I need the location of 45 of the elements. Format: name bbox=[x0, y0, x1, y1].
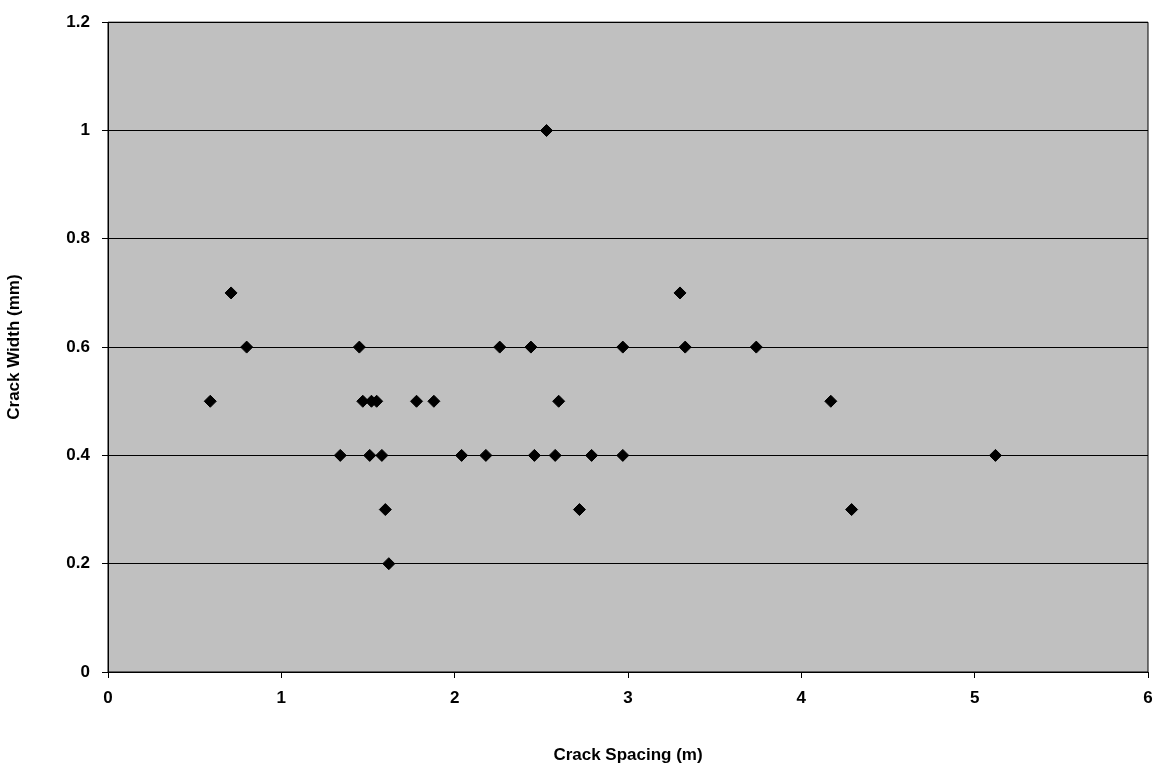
point bbox=[352, 340, 366, 354]
point bbox=[333, 448, 347, 462]
point bbox=[585, 448, 599, 462]
y-tick-label: 0.6 bbox=[66, 336, 90, 356]
y-axis-title: Crack Width (mm) bbox=[3, 274, 23, 420]
point bbox=[203, 394, 217, 408]
y-tick-label: 0.2 bbox=[66, 553, 90, 573]
point bbox=[363, 448, 377, 462]
y-tick-label: 0.8 bbox=[66, 228, 90, 248]
point bbox=[524, 340, 538, 354]
x-tick-label: 5 bbox=[969, 687, 980, 707]
y-tick-label: 1.2 bbox=[66, 11, 90, 31]
point bbox=[375, 448, 389, 462]
point bbox=[540, 124, 554, 137]
point bbox=[427, 394, 441, 408]
point bbox=[378, 503, 392, 517]
point bbox=[493, 340, 507, 354]
point bbox=[988, 448, 1002, 462]
point bbox=[455, 448, 469, 462]
point bbox=[824, 394, 838, 408]
x-tick-label: 4 bbox=[796, 687, 807, 707]
point bbox=[616, 340, 630, 354]
point bbox=[527, 448, 541, 462]
x-axis-title: Crack Spacing (m) bbox=[553, 745, 703, 765]
point bbox=[552, 394, 566, 408]
point bbox=[678, 340, 692, 354]
x-tick-label: 3 bbox=[623, 687, 633, 707]
x-tick-label: 1 bbox=[276, 687, 287, 707]
point bbox=[673, 286, 687, 300]
point bbox=[240, 340, 254, 354]
point bbox=[616, 448, 630, 462]
x-tick-label: 6 bbox=[1143, 687, 1153, 707]
y-tick-label: 1 bbox=[80, 120, 90, 140]
y-tick-label: 0.4 bbox=[66, 445, 91, 465]
point bbox=[845, 503, 859, 517]
point bbox=[572, 503, 586, 517]
point bbox=[410, 394, 424, 408]
point bbox=[382, 557, 396, 571]
x-tick-label: 2 bbox=[449, 687, 460, 707]
x-tick-label: 0 bbox=[103, 687, 113, 707]
point bbox=[224, 286, 238, 300]
point bbox=[479, 448, 493, 462]
point bbox=[749, 340, 763, 354]
y-tick-label: 0 bbox=[80, 661, 90, 681]
point bbox=[548, 448, 562, 462]
